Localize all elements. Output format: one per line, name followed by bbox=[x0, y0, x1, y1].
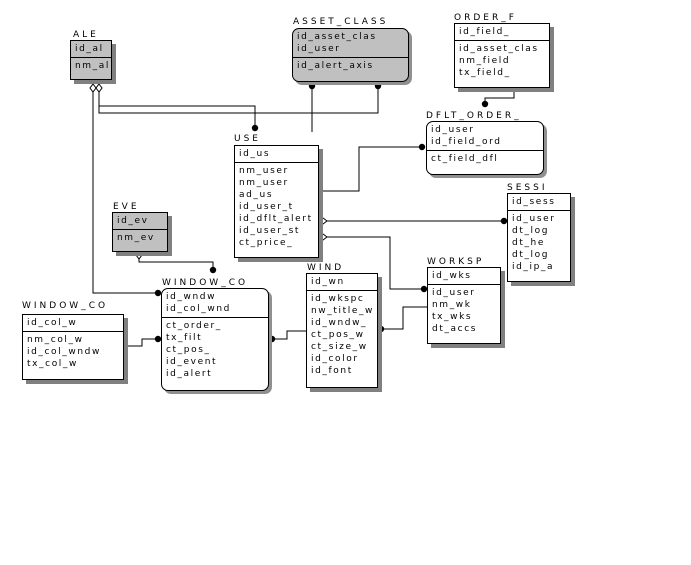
entity-order-f[interactable]: id_field_ id_asset_clas nm_field tx_field_ bbox=[454, 23, 550, 88]
entity-dflt-order[interactable]: id_user id_field_ord ct_field_dfl bbox=[426, 121, 544, 175]
key-attr: id_ev bbox=[117, 216, 149, 226]
attr: id_col_wndw bbox=[27, 347, 101, 357]
entity-title-window-co-left: WINDOW_CO bbox=[22, 301, 109, 311]
key-attr: id_wndw bbox=[166, 292, 217, 302]
entity-title-dflt-order: DFLT_ORDER_ bbox=[426, 111, 522, 121]
rel-windowco-wind bbox=[275, 330, 306, 340]
entity-ale[interactable]: id_al nm_al bbox=[70, 40, 112, 80]
entity-asset-class[interactable]: id_asset_clas id_user id_alert_axis bbox=[292, 28, 409, 82]
key-attr: id_wn bbox=[311, 277, 345, 287]
entity-title-wind: WIND bbox=[307, 263, 345, 273]
rel-ale-asset bbox=[98, 86, 379, 114]
attr: id_user bbox=[432, 288, 476, 298]
optional-diamonds bbox=[89, 83, 328, 260]
rel-eve-windowco bbox=[138, 259, 214, 267]
attr: id_asset_clas bbox=[459, 44, 539, 54]
rel-wind-worksp bbox=[384, 306, 427, 330]
attr: ct_pos_ bbox=[166, 345, 211, 355]
entity-title-window-co: WINDOW_CO bbox=[162, 278, 249, 288]
key-attr: id_wks bbox=[432, 271, 472, 281]
attr: ct_price_ bbox=[239, 238, 294, 248]
entity-title-order-f: ORDER_F bbox=[454, 13, 517, 23]
attr: nm_ev bbox=[117, 233, 155, 243]
key-attr: id_field_ord bbox=[431, 137, 502, 147]
attr: ct_order_ bbox=[166, 321, 222, 331]
attr: id_user_st bbox=[239, 226, 301, 236]
attr: ct_field_dfl bbox=[431, 154, 499, 164]
rel-ale-windowco bbox=[92, 92, 155, 294]
entity-title-eve: EVE bbox=[113, 202, 140, 212]
key-attr: id_field_ bbox=[459, 27, 511, 37]
entity-worksp[interactable]: id_wks id_user nm_wk tx_wks dt_accs bbox=[427, 267, 501, 344]
attr: ct_size_w bbox=[311, 342, 368, 352]
rel-use-dflt bbox=[318, 146, 419, 192]
attr: id_wndw_ bbox=[311, 318, 368, 328]
attr: id_user_t bbox=[239, 202, 294, 212]
attr: id_event bbox=[166, 357, 218, 367]
entity-title-ale: ALE bbox=[73, 30, 99, 40]
entity-window-co[interactable]: id_wndw id_col_wnd ct_order_ tx_filt ct_p… bbox=[161, 288, 269, 391]
rel-use-worksp bbox=[327, 236, 421, 290]
attr: id_alert_axis bbox=[297, 61, 374, 71]
attr: dt_he bbox=[512, 238, 545, 248]
entity-title-sessi: SESSI bbox=[507, 183, 548, 193]
attr: nw_title_w bbox=[311, 306, 375, 316]
attr: id_user bbox=[512, 214, 556, 224]
entity-title-asset-class: ASSET_CLASS bbox=[293, 17, 389, 27]
entity-eve[interactable]: id_ev nm_ev bbox=[112, 212, 168, 252]
attr: id_font bbox=[311, 366, 353, 376]
attr: id_dflt_alert bbox=[239, 214, 313, 224]
key-attr: id_col_wnd bbox=[166, 304, 231, 314]
key-attr: id_us bbox=[239, 149, 271, 159]
attr: tx_filt bbox=[166, 333, 203, 343]
cardinality-dots bbox=[154, 82, 508, 343]
attr: dt_accs bbox=[432, 324, 478, 334]
entity-wind[interactable]: id_wn id_wkspc nw_title_w id_wndw_ ct_po… bbox=[306, 273, 378, 388]
attr: dt_log bbox=[512, 226, 550, 236]
attr: nm_wk bbox=[432, 300, 472, 310]
key-attr: id_user bbox=[431, 125, 475, 135]
entity-title-worksp: WORKSP bbox=[427, 257, 485, 267]
attr: id_color bbox=[311, 354, 359, 364]
attr: nm_user bbox=[239, 166, 289, 176]
attr: id_wkspc bbox=[311, 294, 365, 304]
key-attr: id_al bbox=[75, 44, 104, 54]
attr: id_alert bbox=[166, 369, 213, 379]
key-attr: id_user bbox=[297, 44, 341, 54]
attr: nm_col_w bbox=[27, 335, 84, 345]
attr: tx_col_w bbox=[27, 359, 78, 369]
attr: tx_wks bbox=[432, 312, 473, 322]
attr: nm_user bbox=[239, 178, 289, 188]
attr: id_ip_a bbox=[512, 262, 555, 272]
rel-ale-use bbox=[98, 92, 256, 126]
rel-orderf-dflt bbox=[484, 87, 515, 102]
attr: nm_field bbox=[459, 56, 511, 66]
attr: ad_us bbox=[239, 190, 274, 200]
attr: dt_log bbox=[512, 250, 550, 260]
entity-use[interactable]: id_us nm_user nm_user ad_us id_user_t id… bbox=[234, 145, 319, 258]
key-attr: id_col_w bbox=[27, 318, 78, 328]
key-attr: id_sess bbox=[512, 197, 556, 207]
key-attr: id_asset_clas bbox=[297, 32, 377, 42]
attr: ct_pos_w bbox=[311, 330, 365, 340]
entity-sessi[interactable]: id_sess id_user dt_log dt_he dt_log id_i… bbox=[507, 193, 571, 282]
entity-window-co-left[interactable]: id_col_w nm_col_w id_col_wndw tx_col_w bbox=[22, 314, 124, 380]
entity-title-use: USE bbox=[234, 134, 261, 144]
attr: nm_al bbox=[75, 61, 110, 71]
rel-windowcoleft-mid bbox=[123, 338, 155, 347]
attr: tx_field_ bbox=[459, 68, 511, 78]
